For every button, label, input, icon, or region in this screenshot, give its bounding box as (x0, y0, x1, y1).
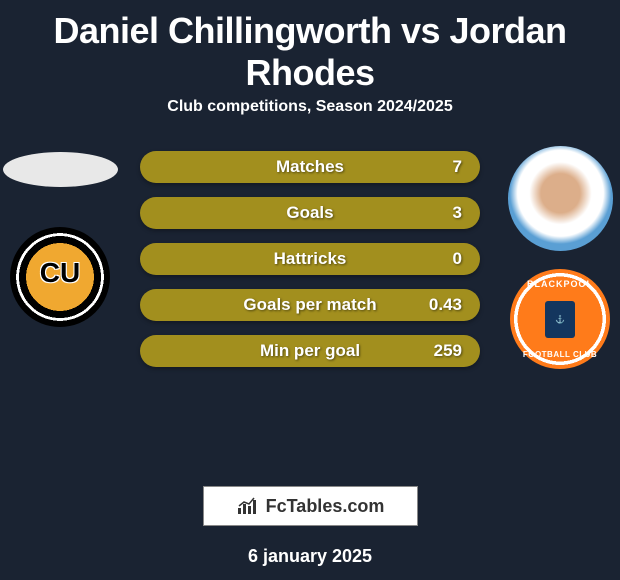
stat-label: Min per goal (260, 341, 360, 361)
stat-label: Goals (286, 203, 333, 223)
player-left-avatar (3, 152, 118, 187)
club-crest-right: ⚓ (545, 301, 575, 338)
club-badge-left: CU (10, 227, 110, 327)
stat-label: Goals per match (243, 295, 376, 315)
stat-value-right: 7 (453, 157, 462, 177)
club-name-right-bot: FOOTBALL CLUB (510, 350, 610, 359)
club-badge-right: BLACKPOOL ⚓ FOOTBALL CLUB (510, 269, 610, 369)
club-abbr-left: CU (40, 257, 80, 289)
stat-label: Hattricks (274, 249, 347, 269)
brand-badge: FcTables.com (203, 486, 418, 526)
stat-value-right: 0 (453, 249, 462, 269)
stat-bar: Goals per match 0.43 (140, 289, 480, 321)
stat-bar: Hattricks 0 (140, 243, 480, 275)
brand-text: FcTables.com (266, 496, 385, 517)
stat-bar: Min per goal 259 (140, 335, 480, 367)
subtitle: Club competitions, Season 2024/2025 (0, 98, 620, 136)
player-left-column: CU (0, 146, 120, 327)
date-label: 6 january 2025 (0, 546, 620, 567)
club-name-right-top: BLACKPOOL (510, 279, 610, 289)
comparison-panel: CU BLACKPOOL ⚓ FOOTBALL CLUB Matches 7 G… (0, 136, 620, 476)
stat-value-right: 0.43 (429, 295, 462, 315)
stat-bar: Matches 7 (140, 151, 480, 183)
chart-icon (236, 496, 260, 516)
page-title: Daniel Chillingworth vs Jordan Rhodes (0, 0, 620, 98)
player-right-column: BLACKPOOL ⚓ FOOTBALL CLUB (500, 146, 620, 369)
stat-bar: Goals 3 (140, 197, 480, 229)
player-right-avatar (508, 146, 613, 251)
stat-value-right: 259 (434, 341, 462, 361)
stat-label: Matches (276, 157, 344, 177)
stat-value-right: 3 (453, 203, 462, 223)
stat-bars: Matches 7 Goals 3 Hattricks 0 Goals per … (140, 151, 480, 381)
